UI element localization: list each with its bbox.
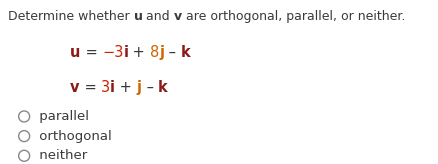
Text: k: k bbox=[180, 45, 190, 60]
Text: are orthogonal, parallel, or neither.: are orthogonal, parallel, or neither. bbox=[182, 10, 405, 23]
Text: orthogonal: orthogonal bbox=[35, 130, 112, 143]
Text: +: + bbox=[128, 45, 149, 60]
Text: u: u bbox=[70, 45, 81, 60]
Text: +: + bbox=[115, 80, 136, 95]
Text: neither: neither bbox=[35, 149, 87, 162]
Text: =: = bbox=[81, 45, 102, 60]
Text: i: i bbox=[110, 80, 115, 95]
Text: j: j bbox=[159, 45, 164, 60]
Text: –: – bbox=[141, 80, 158, 95]
Text: i: i bbox=[123, 45, 128, 60]
Text: v: v bbox=[173, 10, 182, 23]
Text: Determine whether: Determine whether bbox=[8, 10, 133, 23]
Text: 3: 3 bbox=[101, 80, 110, 95]
Text: v: v bbox=[70, 80, 80, 95]
Text: parallel: parallel bbox=[35, 110, 89, 123]
Text: –: – bbox=[164, 45, 180, 60]
Text: j: j bbox=[136, 80, 141, 95]
Text: k: k bbox=[158, 80, 168, 95]
Text: −3: −3 bbox=[102, 45, 123, 60]
Text: and: and bbox=[142, 10, 173, 23]
Text: u: u bbox=[133, 10, 142, 23]
Text: 8: 8 bbox=[149, 45, 159, 60]
Text: =: = bbox=[80, 80, 101, 95]
